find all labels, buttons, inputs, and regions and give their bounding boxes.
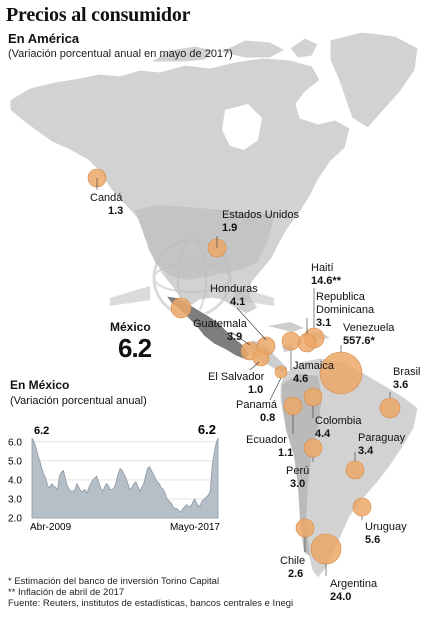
bubble-uruguay <box>352 497 372 517</box>
label-honduras: Honduras 4.1 <box>210 283 258 309</box>
country-value: 4.6 <box>293 373 309 385</box>
country-name: Argentina <box>330 578 378 590</box>
x-tick-label: Mayo-2017 <box>170 522 220 533</box>
bubble-colombia <box>303 387 323 407</box>
country-value: 4.1 <box>230 296 246 308</box>
country-name: Ecuador <box>246 434 287 446</box>
page-title: Precios al consumidor <box>6 4 191 26</box>
bubble-chile <box>295 518 315 538</box>
country-value: 14.6** <box>311 275 341 287</box>
label-ecuador: Ecuador 1.1 <box>246 434 293 460</box>
label-chile: Chile 2.6 <box>280 555 305 581</box>
country-value: 5.6 <box>365 534 381 546</box>
country-value: 3.0 <box>290 478 306 490</box>
andes-shade <box>282 374 322 556</box>
country-value: 4.4 <box>315 428 331 440</box>
country-value: 3.9 <box>227 331 243 343</box>
bubble-panama <box>274 365 288 379</box>
bubble-dominicana <box>297 333 317 353</box>
label-paraguay: Paraguay 3.4 <box>358 432 405 458</box>
bubble-paraguay <box>345 460 365 480</box>
country-value: 3.6 <box>393 379 409 391</box>
label-usa: Estados Unidos 1.9 <box>222 209 299 235</box>
inflation-area-chart: 2.0 3.0 4.0 5.0 6.0 6.2 6.2 Abr-2009 Mayo-20… <box>8 422 220 533</box>
country-value: 2.6 <box>288 568 304 580</box>
mexico-value: 6.2 <box>118 333 152 363</box>
bubble-peru <box>303 438 323 458</box>
x-tick-label: Abr-2009 <box>30 522 72 533</box>
country-name: Jamaica <box>293 360 334 372</box>
page-note: (Variación porcentual anual en mayo de 2… <box>8 48 233 60</box>
label-brasil: Brasil 3.6 <box>393 366 421 392</box>
inset-title: En México <box>10 378 70 392</box>
country-name: Republica Dominicana <box>316 291 375 316</box>
country-name: Paraguay <box>358 432 406 444</box>
bubble-brasil <box>379 397 401 419</box>
label-colombia: Colombia 4.4 <box>315 415 361 441</box>
page-subtitle: En América <box>8 31 80 46</box>
y-tick-label: 4.0 <box>8 475 22 486</box>
source-line: Fuente: Reuters, institutos de estadísti… <box>8 598 294 609</box>
label-panama: Panamá 0.8 <box>236 399 277 425</box>
country-value: 3.4 <box>358 445 374 457</box>
country-name: Haití <box>311 262 334 274</box>
country-name: Candá <box>90 192 123 204</box>
y-tick-label: 3.0 <box>8 494 22 505</box>
label-peru: Perú 3.0 <box>286 465 309 491</box>
bubble-el-salvador <box>252 349 270 367</box>
country-name: Perú <box>286 465 310 477</box>
country-name: Brasil <box>393 366 421 378</box>
greenland <box>329 31 419 129</box>
country-name: Honduras <box>210 283 258 295</box>
country-value: 0.8 <box>260 412 276 424</box>
country-name: Estados Unidos <box>222 209 300 221</box>
country-value: 557.6* <box>343 335 375 347</box>
label-argentina: Argentina 24.0 <box>330 578 377 604</box>
y-tick-label: 2.0 <box>8 514 22 525</box>
label-canada: Candá 1.3 <box>90 192 123 218</box>
footnote-1: * Estimación del banco de inversión Tori… <box>8 576 220 587</box>
label-venezuela: Venezuela 557.6* <box>343 322 394 348</box>
country-value: 1.1 <box>278 447 294 459</box>
label-dominicana: Republica Dominicana 3.1 <box>316 291 396 330</box>
end-value-label: 6.2 <box>198 422 216 437</box>
label-jamaica: Jamaica 4.6 <box>293 360 334 386</box>
series-area <box>31 437 219 519</box>
bubble-argentina <box>310 533 342 565</box>
country-name: Colombia <box>315 415 362 427</box>
country-name: El Salvador <box>208 371 265 383</box>
country-name: Venezuela <box>343 322 395 334</box>
arctic-islands <box>148 37 319 63</box>
country-value: 24.0 <box>330 591 352 603</box>
country-value: 1.0 <box>248 384 264 396</box>
y-axis-ticks: 2.0 3.0 4.0 5.0 6.0 <box>8 437 22 524</box>
country-name: Uruguay <box>365 521 407 533</box>
country-name: Guatemala <box>193 318 247 330</box>
footnote-2: ** Inflación de abril de 2017 <box>8 587 125 598</box>
start-value-label: 6.2 <box>34 425 49 437</box>
label-el-salvador: El Salvador 1.0 <box>208 371 264 397</box>
label-uruguay: Uruguay 5.6 <box>365 521 407 547</box>
inset-note: (Variación porcentual anual) <box>10 395 147 407</box>
bubble-jamaica <box>281 331 301 351</box>
country-value: 1.9 <box>222 222 238 234</box>
label-guatemala: Guatemala 3.9 <box>193 318 247 344</box>
footer-notes: * Estimación del banco de inversión Tori… <box>8 576 293 609</box>
mexico-label: México <box>110 320 151 334</box>
label-haiti: Haití 14.6** <box>311 262 341 288</box>
y-tick-label: 5.0 <box>8 456 22 467</box>
caribbean-islands <box>268 322 330 352</box>
y-tick-label: 6.0 <box>8 437 22 448</box>
hudson-bay <box>222 104 262 150</box>
country-value: 1.3 <box>108 205 124 217</box>
country-name: Panamá <box>236 399 277 411</box>
country-name: Chile <box>280 555 306 567</box>
north-america-land <box>9 57 351 315</box>
bubble-ecuador <box>283 396 303 416</box>
country-value: 3.1 <box>316 317 332 329</box>
bubble-mexico <box>170 297 192 319</box>
